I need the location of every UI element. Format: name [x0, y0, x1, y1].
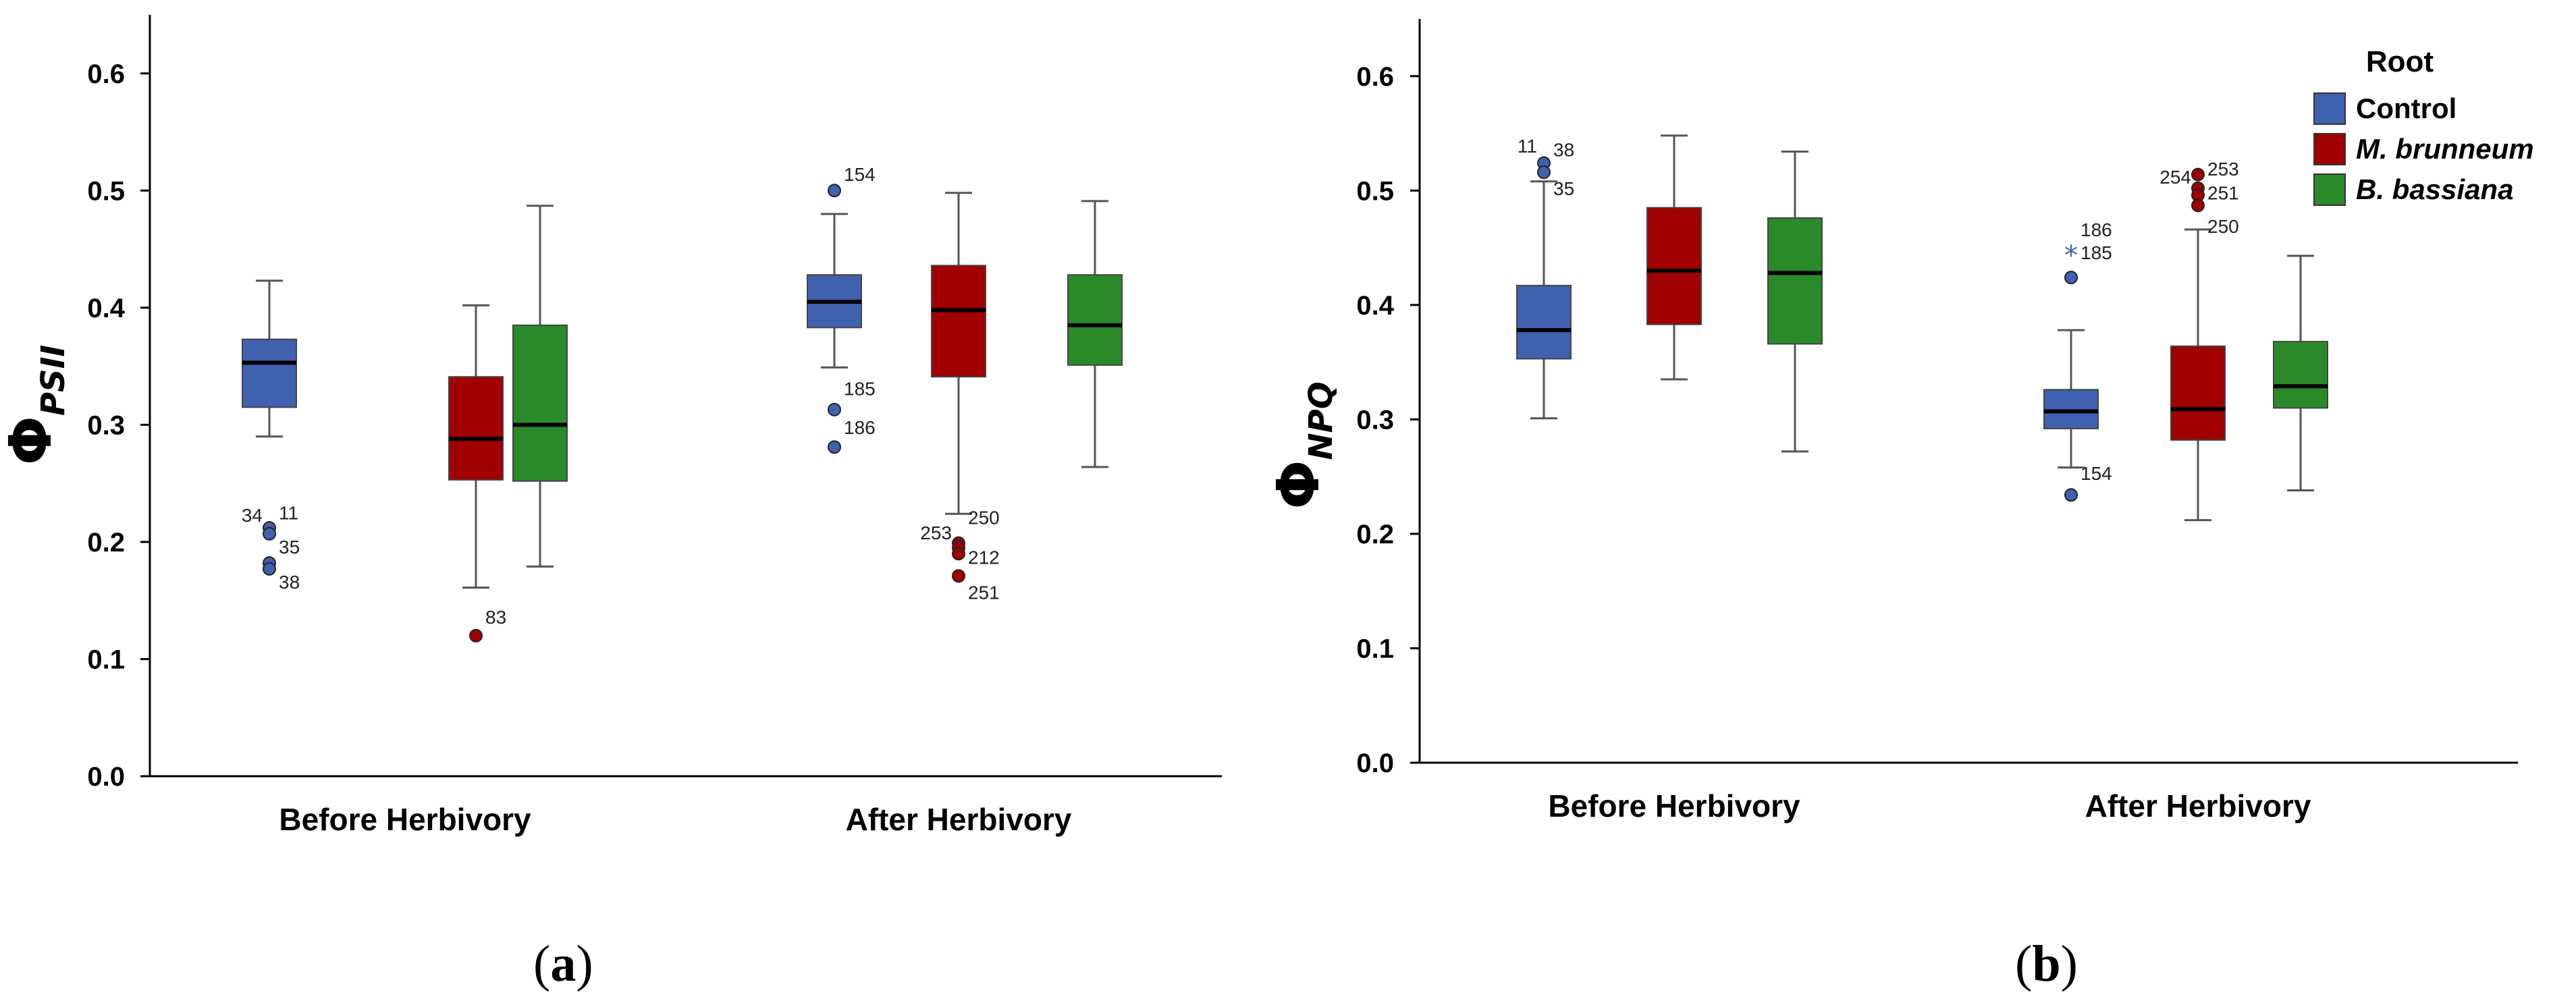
box-iqr: [242, 338, 297, 408]
outlier-label: 250: [968, 507, 1000, 528]
outlier-point: [263, 526, 276, 541]
box-iqr: [2170, 345, 2226, 441]
y-axis-label-symbol: Φ: [1265, 460, 1333, 510]
outlier-label: 253: [920, 522, 952, 543]
y-axis-label-symbol: Φ: [0, 416, 65, 465]
box-b-bassiana: [2273, 254, 2328, 491]
outlier-label: 154: [844, 164, 876, 185]
x-category-label: Before Herbivory: [279, 802, 531, 837]
y-axis-label: ΦNPQ: [1265, 381, 1340, 509]
outlier-point: [2064, 488, 2078, 502]
y-tick-label: 0.6: [1356, 62, 1394, 92]
outlier-label: 35: [1553, 178, 1574, 199]
outlier-point: [469, 628, 483, 643]
outlier-point: [1537, 165, 1551, 180]
box-m-brunneum: 253 250 212 251: [920, 192, 1000, 603]
outlier-label: 34: [242, 505, 263, 526]
outlier-label: 251: [968, 582, 1000, 603]
box-control: 154 185 186: [807, 164, 876, 454]
outlier-label: 185: [2081, 242, 2112, 263]
y-tick-label: 0.6: [87, 59, 125, 89]
y-axis-label: ΦPSII: [0, 345, 72, 466]
outlier-point: [2191, 198, 2205, 213]
box-b-bassiana: [1067, 200, 1123, 468]
y-tick-label: 0.0: [1356, 749, 1394, 778]
y-tick-label: 0.0: [87, 762, 125, 792]
extreme-outlier-star: *: [2064, 240, 2078, 271]
x-category-label: After Herbivory: [846, 802, 1072, 837]
y-tick-label: 0.5: [87, 176, 125, 206]
box-iqr: [1767, 217, 1823, 345]
box-iqr: [2273, 341, 2328, 409]
y-axis-label-subscript: NPQ: [1302, 381, 1340, 460]
outlier-label: 186: [2081, 219, 2112, 240]
chart-panel-a: 0.0 0.1 0.2 0.3 0.4 0.5 0.6 ΦPSII Before Herbivo…: [0, 15, 1222, 837]
legend-swatch: [2313, 92, 2346, 125]
y-tick-label: 0.4: [1356, 291, 1394, 321]
outlier-point: [2064, 271, 2078, 285]
outlier-point: [2191, 167, 2205, 182]
outlier-point: [828, 440, 841, 454]
panel-label-a: (a): [533, 936, 593, 992]
x-category-label: After Herbivory: [2085, 788, 2311, 823]
outlier-point: [952, 547, 965, 561]
outlier-label: 186: [844, 417, 876, 438]
outlier-label: 11: [279, 503, 298, 524]
box-iqr: [512, 324, 568, 482]
legend-label: Control: [2356, 92, 2457, 124]
y-tick-label: 0.4: [87, 294, 125, 323]
box-iqr: [1516, 285, 1572, 360]
y-tick-label: 0.2: [1356, 520, 1394, 549]
box-m-brunneum: 254 253 251 250: [2159, 159, 2239, 522]
y-tick-label: 0.1: [1356, 634, 1394, 663]
outlier-label: 212: [968, 547, 1000, 568]
panel-label-b: (b): [2015, 936, 2078, 992]
box-iqr: [448, 376, 504, 481]
y-axis-label-subscript: PSII: [34, 345, 72, 416]
box-iqr: [2043, 389, 2099, 429]
outlier-label: 251: [2207, 183, 2239, 204]
box-m-brunneum: [1646, 134, 1702, 381]
x-category-label: Before Herbivory: [1548, 788, 1800, 823]
legend-label: B. bassiana: [2356, 173, 2513, 205]
box-b-bassiana: [1767, 151, 1823, 453]
box-m-brunneum: 83: [448, 304, 506, 643]
outlier-point: [828, 402, 841, 416]
chart-panel-b: 0.0 0.1 0.2 0.3 0.4 0.5 0.6 ΦNPQ Before Herbivor…: [1265, 19, 2518, 823]
y-tick-label: 0.2: [87, 528, 125, 558]
outlier-label: 38: [279, 572, 300, 593]
outlier-label: 38: [1553, 139, 1574, 160]
y-tick-label: 0.3: [1356, 405, 1394, 435]
box-iqr: [931, 265, 986, 378]
y-tick-label: 0.1: [87, 645, 125, 674]
legend-label: M. brunneum: [2356, 133, 2534, 165]
box-iqr: [1646, 207, 1702, 325]
outlier-label: 83: [485, 607, 506, 628]
box-control: 11 38 35: [1516, 136, 1574, 420]
box-b-bassiana: [512, 205, 568, 568]
legend-swatch: [2313, 173, 2346, 206]
outlier-point: [952, 569, 965, 583]
outlier-label: 154: [2081, 463, 2112, 484]
box-control: 34 11 35 38: [242, 279, 300, 593]
outlier-point: [828, 184, 841, 198]
outlier-point: [263, 562, 276, 576]
y-tick-label: 0.5: [1356, 176, 1394, 206]
y-tick-label: 0.3: [87, 410, 125, 440]
outlier-label: 254: [2159, 167, 2191, 188]
legend-title: Root: [2366, 45, 2434, 78]
box-iqr: [1067, 274, 1123, 366]
outlier-label: 185: [844, 379, 876, 400]
outlier-label: 253: [2207, 159, 2239, 180]
outlier-label: 35: [279, 537, 300, 558]
legend: Root Control M. brunneum B. bassiana: [2313, 45, 2534, 206]
outlier-label: 250: [2207, 216, 2239, 237]
legend-swatch: [2313, 133, 2346, 165]
outlier-label: 11: [1518, 136, 1537, 157]
